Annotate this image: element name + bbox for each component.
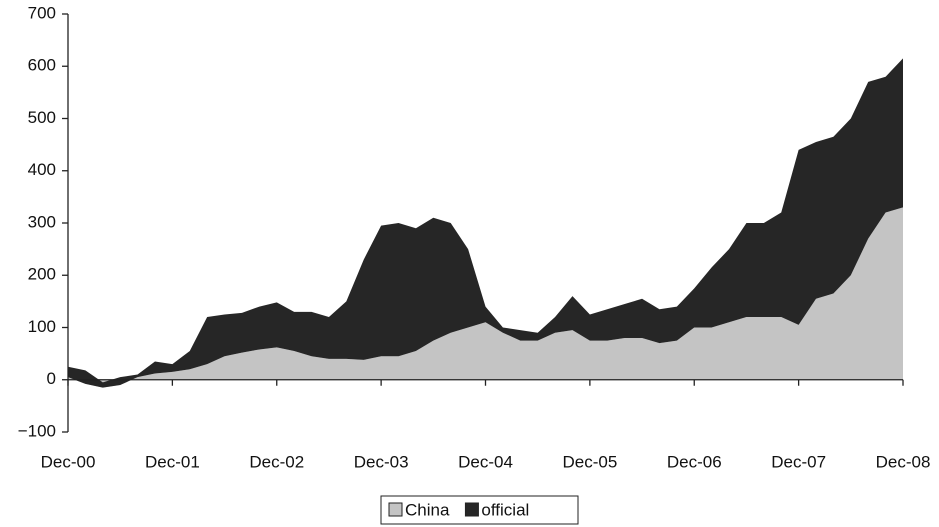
legend-swatch: [464, 502, 479, 517]
x-tick-label: Dec-07: [771, 452, 826, 471]
legend-swatch: [388, 502, 403, 517]
y-tick-label: 100: [28, 317, 56, 336]
y-tick-label: 0: [47, 369, 56, 388]
legend-box: [380, 495, 579, 525]
area: [68, 58, 903, 388]
area: [68, 207, 903, 388]
y-tick-label: 700: [28, 3, 56, 22]
x-tick-label: Dec-03: [354, 452, 409, 471]
y-tick-label: −100: [18, 421, 56, 440]
x-tick-label: Dec-00: [41, 452, 96, 471]
x-tick-label: Dec-04: [458, 452, 513, 471]
y-tick-label: 400: [28, 160, 56, 179]
x-tick-label: Dec-01: [145, 452, 200, 471]
x-tick-label: Dec-06: [667, 452, 722, 471]
y-tick-label: 200: [28, 265, 56, 284]
x-tick-label: Dec-02: [249, 452, 304, 471]
x-tick-label: Dec-05: [562, 452, 617, 471]
x-tick-label: Dec-08: [876, 452, 931, 471]
y-tick-label: 500: [28, 108, 56, 127]
legend-label: China: [405, 500, 450, 519]
y-tick-label: 300: [28, 212, 56, 231]
legend-label: official: [481, 500, 529, 519]
y-tick-label: 600: [28, 56, 56, 75]
